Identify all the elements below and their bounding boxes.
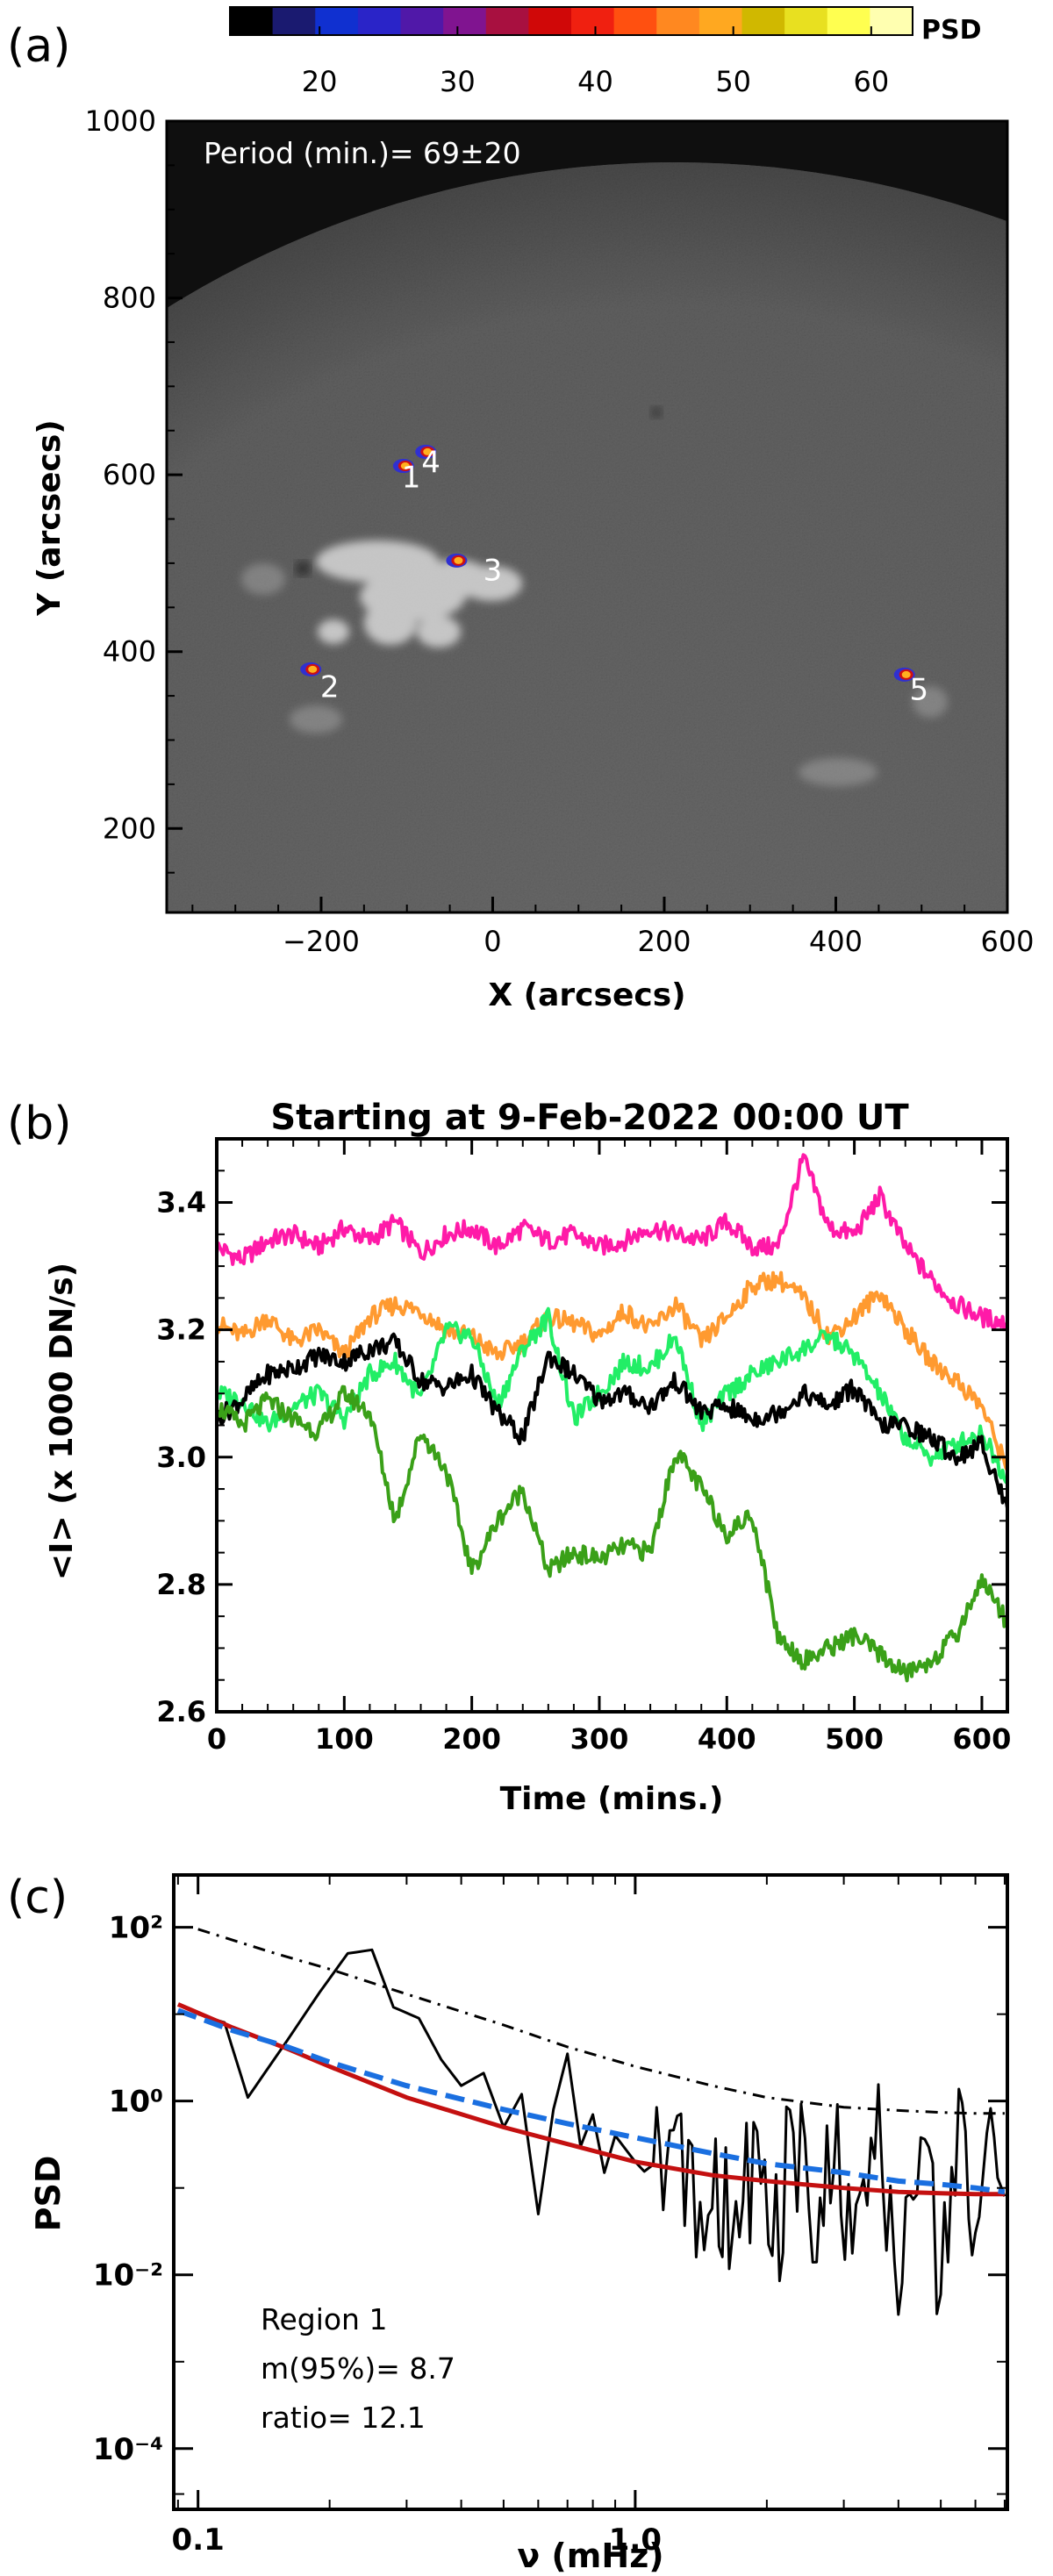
y-tick-label: 2.6: [156, 1695, 206, 1728]
series-line-95-confidence: [197, 1928, 1005, 2115]
region-label: 1: [402, 461, 421, 496]
x-tick-label: 500: [825, 1722, 884, 1756]
x-tick-label: −200: [283, 925, 360, 958]
y-tick-label: 1000: [85, 104, 156, 138]
panel-c-axes: 0.1 1.0 10⁻⁴ 10⁻² 10⁰ 10²: [93, 1875, 1007, 2558]
hotspot-core: [423, 447, 433, 455]
region-label: 2: [320, 670, 340, 705]
colorbar-tick-label: 60: [853, 65, 889, 98]
panel-b: (b) Starting at 9-Feb-2022 00:00 UT 0 100…: [7, 1098, 1011, 1817]
y-tick-label: 10²: [109, 1911, 163, 1946]
annotation-line: Region 1: [261, 2302, 387, 2336]
y-tick-label: 3.4: [156, 1186, 206, 1220]
colorbar-tick-label: 30: [440, 65, 476, 98]
panel-a-axes: −200 0 200 400 600 200 400 600 800 1000: [85, 104, 1035, 958]
panel-a-label: (a): [7, 20, 70, 73]
plage-region: [316, 540, 522, 648]
panel-b-title: Starting at 9-Feb-2022 00:00 UT: [270, 1098, 909, 1138]
y-tick-label: 3.0: [156, 1441, 206, 1474]
colorbar-segment: [827, 7, 870, 35]
psd-hotspots: [300, 444, 915, 682]
colorbar-segment: [784, 7, 828, 35]
panel-c-ylabel: PSD: [29, 2156, 68, 2232]
colorbar-label: PSD: [921, 15, 982, 46]
colorbar-tick-label: 20: [302, 65, 338, 98]
region-labels: 1 2 3 4 5: [320, 446, 928, 708]
colorbar: [229, 6, 913, 36]
colorbar-tick-label: 50: [715, 65, 751, 98]
colorbar-segment: [315, 7, 359, 35]
y-tick-label: 2.8: [156, 1568, 206, 1601]
series-line-black: [217, 1332, 1007, 1509]
region-label: 5: [909, 673, 928, 708]
panel-b-ylabel: <I> (x 1000 DN/s): [44, 1263, 80, 1580]
annotation-line: ratio= 12.1: [261, 2401, 426, 2435]
series-line-bright-green: [217, 1306, 1007, 1485]
hotspot-core: [454, 556, 463, 564]
panel-c: (c) 0.1 1.0 10⁻⁴ 10⁻² 10⁰ 10² Region 1 m(95%)=…: [7, 1871, 1009, 2575]
colorbar-segment: [656, 7, 700, 35]
y-tick-label: 10⁻²: [93, 2258, 163, 2293]
hotspot-core: [308, 665, 318, 673]
colorbar-frame: [229, 6, 913, 36]
panel-c-annotations: Region 1 m(95%)= 8.7 ratio= 12.1: [261, 2302, 455, 2435]
panel-a-ylabel: Y (arcsecs): [32, 419, 68, 617]
colorbar-segment: [357, 7, 401, 35]
panel-c-label: (c): [7, 1871, 68, 1924]
colorbar-segment: [571, 7, 615, 35]
colorbar-segment: [230, 7, 274, 35]
x-tick-label: 1.0: [609, 2522, 662, 2558]
panel-c-xlabel: ν (mHz): [517, 2537, 663, 2575]
series-line-magenta: [217, 1153, 1007, 1332]
x-tick-label: 100: [315, 1722, 374, 1756]
colorbar-segment: [741, 7, 785, 35]
colorbar-segment: [870, 7, 913, 35]
x-tick-label: 400: [809, 925, 863, 958]
panel-b-label: (b): [7, 1098, 72, 1150]
colorbar-segment: [400, 7, 444, 35]
panel-c-series: [176, 1928, 1006, 2316]
y-tick-label: 3.2: [156, 1313, 206, 1347]
region-label: 4: [421, 446, 441, 481]
panel-a: (a) PSD 20 30 40 50 60: [7, 6, 1035, 1013]
series-line-orange: [217, 1270, 1007, 1471]
y-tick-label: 10⁻⁴: [93, 2432, 163, 2467]
x-tick-label: 200: [637, 925, 691, 958]
y-tick-label: 200: [103, 812, 156, 845]
y-tick-label: 400: [103, 635, 156, 669]
colorbar-ticks: 20 30 40 50 60: [302, 26, 889, 98]
period-text: Period (min.)= 69±20: [204, 136, 521, 170]
colorbar-segment: [272, 7, 316, 35]
panel-b-xlabel: Time (mins.): [500, 1781, 724, 1817]
y-tick-label: 800: [103, 282, 156, 315]
colorbar-segment: [698, 7, 742, 35]
x-tick-label: 400: [698, 1722, 756, 1756]
series-line-alternative-fit: [176, 2007, 1006, 2195]
colorbar-segment: [443, 7, 487, 35]
x-tick-label: 600: [980, 925, 1034, 958]
series-line-olive-green: [217, 1385, 1007, 1683]
hotspot-core: [901, 670, 911, 678]
y-tick-label: 600: [103, 458, 156, 491]
x-tick-label: 600: [953, 1722, 1012, 1756]
annotation-line: m(95%)= 8.7: [261, 2351, 455, 2386]
y-tick-label: 10⁰: [109, 2085, 163, 2120]
x-tick-label: 0: [484, 925, 501, 958]
colorbar-segment: [485, 7, 529, 35]
panel-a-xlabel: X (arcsecs): [488, 977, 685, 1013]
x-tick-label: 200: [442, 1722, 501, 1756]
region-label: 3: [484, 553, 503, 588]
solar-image: [167, 121, 1007, 912]
colorbar-segment: [613, 7, 657, 35]
panel-b-axes: 0 100 200 300 400 500 600 2.6 2.8 3.0 3.2 3.4: [156, 1138, 1012, 1756]
x-tick-label: 0: [207, 1722, 226, 1756]
series-line-PSD: [197, 1948, 1006, 2316]
colorbar-segment: [528, 7, 572, 35]
colorbar-tick-label: 40: [577, 65, 613, 98]
x-tick-label: 300: [570, 1722, 629, 1756]
hotspot-core: [400, 462, 410, 470]
solar-disk: [167, 162, 1007, 912]
x-tick-label: 0.1: [172, 2522, 225, 2558]
panel-b-series: [217, 1153, 1007, 1683]
